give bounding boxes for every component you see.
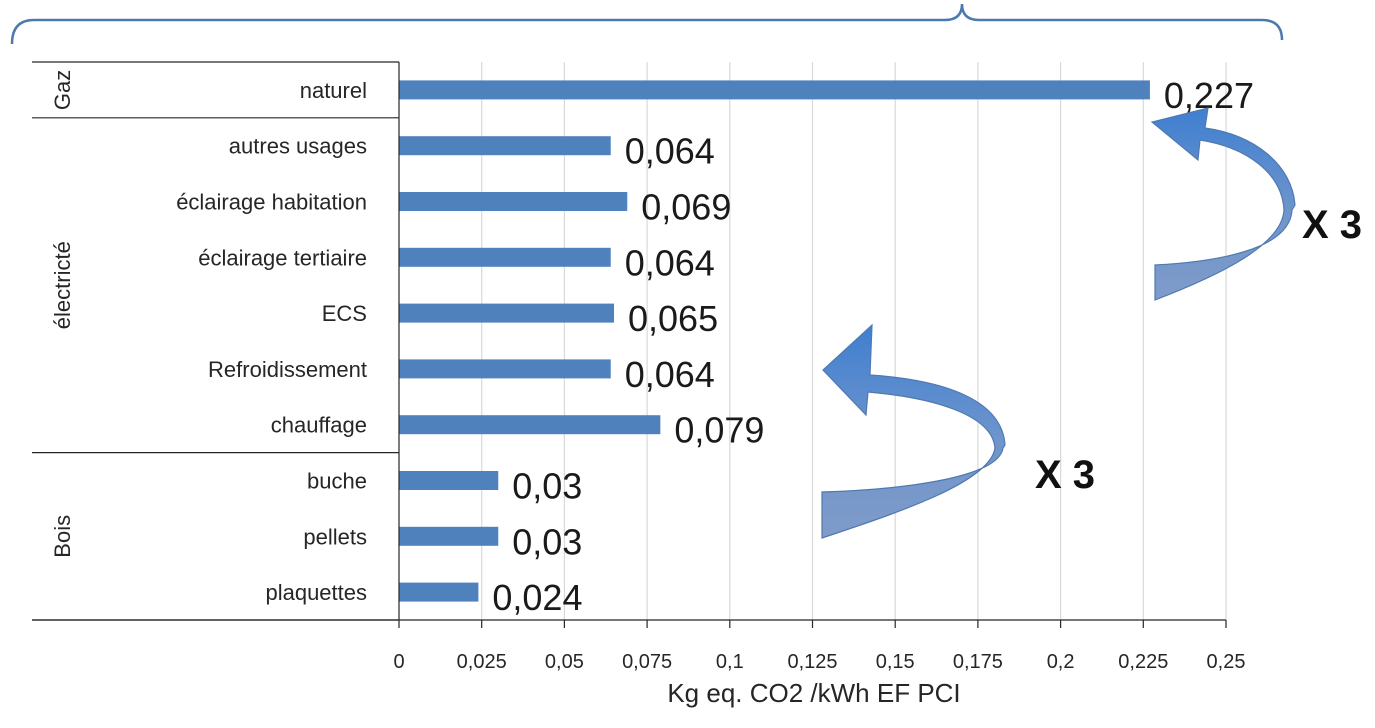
x-tick-label: 0,15 [876,651,915,673]
data-label: 0,064 [625,354,715,395]
top-brace [10,3,1284,45]
x-tick-label: 0,2 [1047,651,1075,673]
data-label: 0,065 [628,298,718,339]
multiplier-label-upper: X 3 [1302,203,1362,247]
bar [399,359,611,379]
x-tick-label: 0,05 [545,651,584,673]
multiplier-label-lower: X 3 [1035,453,1095,497]
data-label: 0,069 [641,187,731,228]
category-label: éclairage habitation [176,190,367,215]
group-label: Bois [50,515,75,558]
category-label: plaquettes [265,580,367,605]
category-label: pellets [303,524,367,549]
x-tick-label: 0,025 [457,651,507,673]
group-label: Gaz [50,70,75,110]
bar [399,192,628,211]
data-label: 0,024 [492,577,582,618]
category-label: Refroidissement [208,357,367,382]
category-label: naturel [300,78,367,103]
bar [399,303,615,323]
x-tick-label: 0,175 [953,651,1003,673]
data-label: 0,079 [674,410,764,451]
category-label: ECS [322,301,367,326]
data-label: 0,064 [625,131,715,172]
curved-arrow-upper [1150,107,1296,301]
bar [399,136,611,156]
bar [399,471,499,490]
data-label: 0,064 [625,242,715,283]
bar [399,415,661,435]
data-label: 0,03 [512,521,582,562]
x-tick-label: 0,225 [1118,651,1168,673]
x-tick-label: 0,1 [716,651,744,673]
category-label: buche [307,469,367,494]
bar [399,80,1150,100]
bar [399,247,611,267]
data-label: 0,227 [1164,75,1254,116]
bar [399,526,499,546]
category-label: autres usages [229,134,367,159]
category-label: éclairage tertiaire [198,245,367,270]
data-label: 0,03 [512,466,582,507]
x-tick-label: 0 [393,651,404,673]
category-label: chauffage [271,413,367,438]
x-tick-label: 0,125 [787,651,837,673]
x-axis-title: Kg eq. CO2 /kWh EF PCI [667,678,960,708]
bar [399,582,479,602]
x-tick-label: 0,25 [1207,651,1246,673]
x-tick-label: 0,075 [622,651,672,673]
group-label: électricté [50,241,75,329]
curved-arrow-lower [821,323,1006,539]
